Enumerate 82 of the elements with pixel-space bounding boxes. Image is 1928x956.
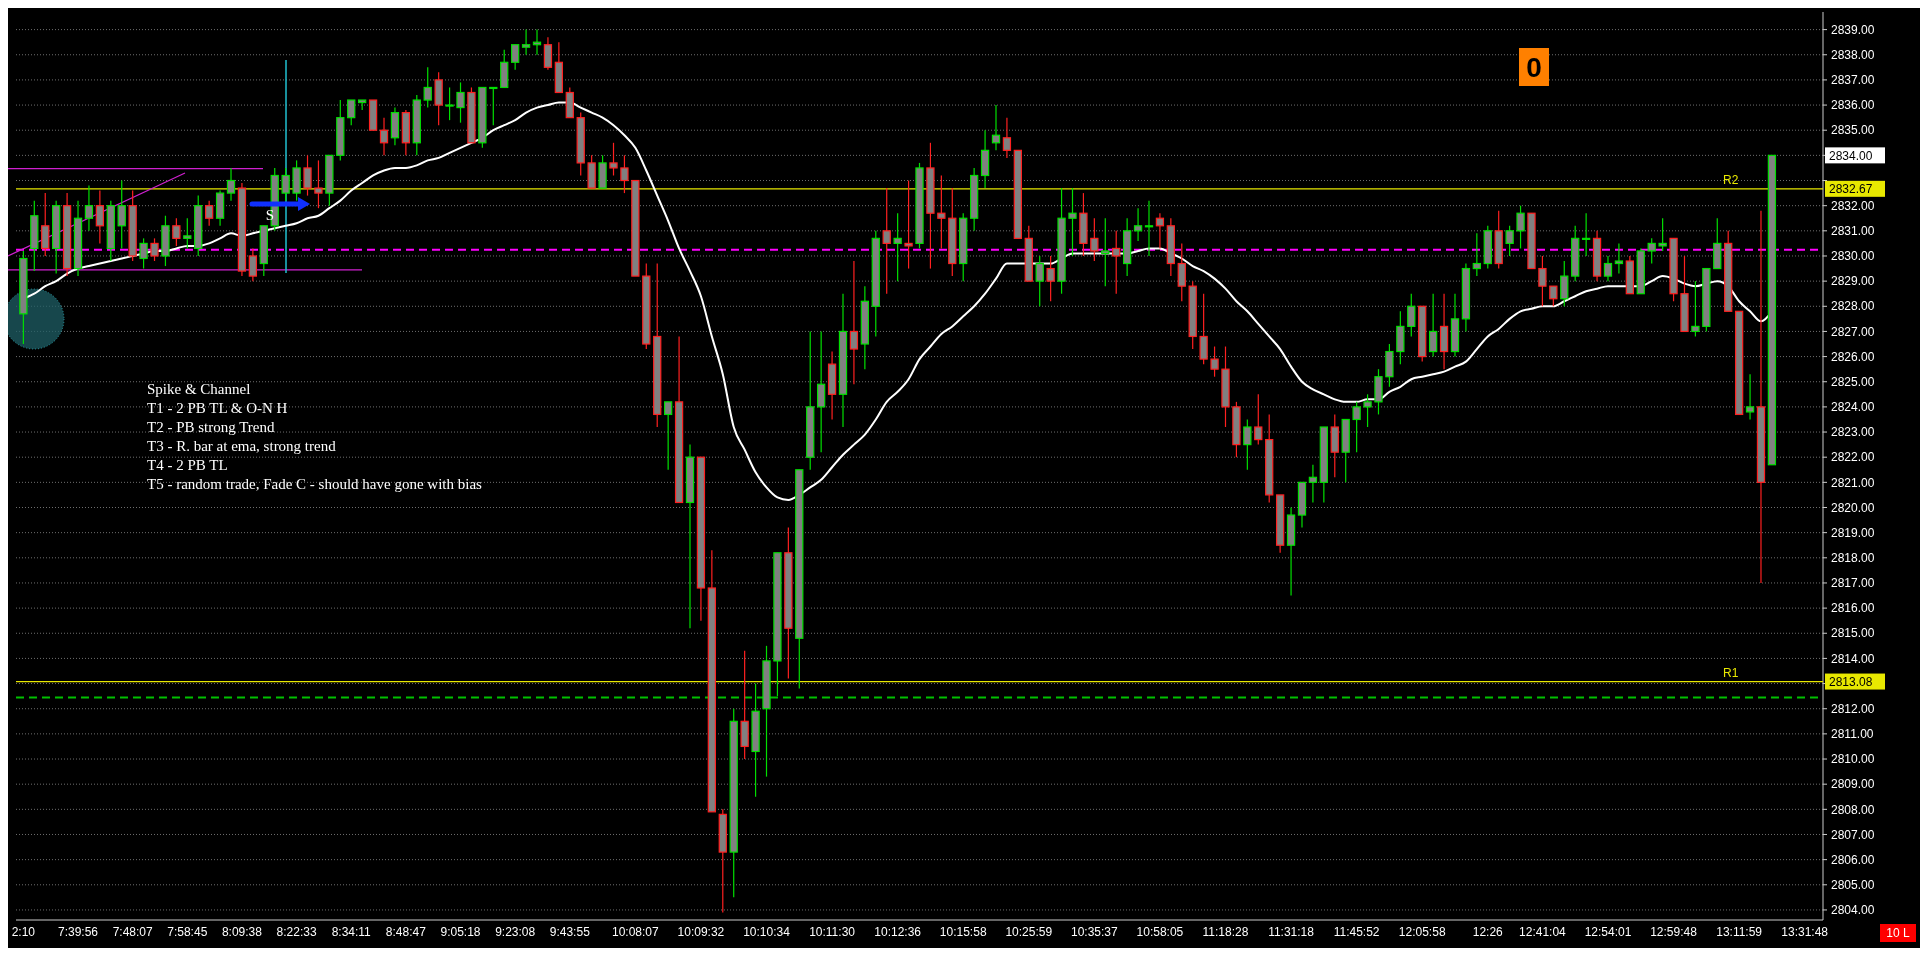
x-tick-label: 7:48:07: [112, 925, 153, 939]
x-tick-label: 13:31:48: [1781, 925, 1829, 939]
annotation: T2 - PB strong Trend: [147, 419, 276, 435]
annotation: T1 - 2 PB TL & O-N H: [147, 400, 288, 416]
x-tick-label: 13:11:59: [1716, 925, 1763, 939]
y-tick-label: 2809.00: [1831, 777, 1875, 792]
x-tick-label: 10:58:05: [1136, 925, 1184, 939]
y-tick-label: 2814.00: [1831, 651, 1875, 666]
ref-line-label: R2: [1723, 172, 1739, 187]
x-tick-label: 8:22:33: [276, 925, 317, 939]
x-tick-label: 12:54:01: [1584, 925, 1632, 939]
y-tick-label: 2812.00: [1831, 701, 1875, 716]
candlestick: [1647, 237, 1656, 265]
text: 2813.08: [1829, 674, 1873, 689]
y-tick-label: 2808.00: [1831, 802, 1875, 817]
y-tick-label: 2836.00: [1831, 98, 1875, 113]
y-tick-label: 2825.00: [1831, 374, 1875, 389]
x-tick-label: 11:31:18: [1268, 925, 1315, 939]
x-tick-label: 12:59:48: [1650, 925, 1698, 939]
x-tick-label: 10:35:37: [1070, 925, 1119, 939]
annotation: T3 - R. bar at ema, strong trend: [147, 438, 337, 454]
candlestick: [489, 86, 498, 126]
x-tick-label: 9:23:08: [495, 925, 536, 939]
x-tick-label: 12:41:04: [1519, 925, 1567, 939]
candlestick: [609, 142, 618, 177]
x-tick-label: 8:09:38: [221, 925, 263, 939]
x-tick-label: 10:09:32: [677, 925, 725, 939]
x-tick-label: 8:48:47: [385, 925, 427, 939]
y-tick-label: 2821.00: [1831, 475, 1875, 490]
x-tick-label: 8:34:11: [331, 925, 372, 939]
x-tick-label: 7:39:56: [57, 925, 99, 939]
y-tick-label: 2820.00: [1831, 500, 1875, 515]
y-tick-label: 2835.00: [1831, 123, 1875, 138]
y-tick-label: 2837.00: [1831, 73, 1875, 88]
y-tick-label: 2822.00: [1831, 450, 1875, 465]
x-tick-label: 10:11:30: [809, 925, 856, 939]
x-tick-label: 9:05:18: [440, 925, 481, 939]
text: 10 L: [1886, 926, 1910, 941]
y-tick-label: 2831.00: [1831, 224, 1875, 239]
y-tick-label: 2839.00: [1831, 22, 1875, 37]
y-tick-label: 2819.00: [1831, 525, 1875, 540]
x-tick-label: 2:10: [11, 925, 36, 939]
y-tick-label: 2811.00: [1831, 727, 1874, 742]
x-tick-label: 12:05:58: [1398, 925, 1446, 939]
x-tick-label: 10:15:58: [939, 925, 987, 939]
y-tick-label: 2804.00: [1831, 903, 1875, 918]
x-tick-label: 10:12:36: [874, 925, 922, 939]
x-tick-label: 12:26: [1472, 925, 1504, 939]
y-tick-label: 2818.00: [1831, 551, 1875, 566]
candlestick: [423, 66, 432, 109]
x-tick-label: 11:45:52: [1333, 925, 1380, 939]
y-tick-label: 2816.00: [1831, 601, 1875, 616]
y-tick-label: 2832.00: [1831, 198, 1875, 213]
x-tick-label: 9:43:55: [549, 925, 591, 939]
y-tick-label: 2823.00: [1831, 425, 1875, 440]
text: 2832.67: [1829, 182, 1873, 197]
y-tick-label: 2827.00: [1831, 324, 1875, 339]
y-tick-label: 2805.00: [1831, 877, 1875, 892]
y-tick-label: 2829.00: [1831, 274, 1875, 289]
y-tick-label: 2830.00: [1831, 249, 1875, 264]
y-tick-label: 2828.00: [1831, 299, 1875, 314]
ref-line-label: R1: [1723, 665, 1739, 680]
y-tick-label: 2806.00: [1831, 852, 1875, 867]
candlestick: [183, 217, 192, 250]
text: 2834.00: [1829, 148, 1873, 163]
candlestick: [1549, 285, 1558, 307]
y-tick-label: 2815.00: [1831, 626, 1875, 641]
y-tick-label: 2826.00: [1831, 349, 1875, 364]
annotation: Spike & Channel: [147, 381, 251, 397]
y-tick-label: 2824.00: [1831, 400, 1875, 415]
x-tick-label: 10:25:59: [1005, 925, 1053, 939]
x-tick-label: 7:58:45: [167, 925, 208, 939]
y-tick-label: 2817.00: [1831, 576, 1875, 591]
y-tick-label: 2810.00: [1831, 752, 1875, 767]
annotation: T5 - random trade, Fade C - should have gone with bias: [147, 476, 483, 492]
y-tick-label: 2838.00: [1831, 47, 1875, 62]
annotation: 0: [1526, 51, 1542, 83]
y-tick-label: 2807.00: [1831, 827, 1875, 842]
x-tick-label: 10:10:34: [743, 925, 791, 939]
x-tick-label: 10:08:07: [612, 925, 660, 939]
x-tick-label: 11:18:28: [1202, 925, 1249, 939]
annotation: T4 - 2 PB TL: [147, 457, 228, 473]
